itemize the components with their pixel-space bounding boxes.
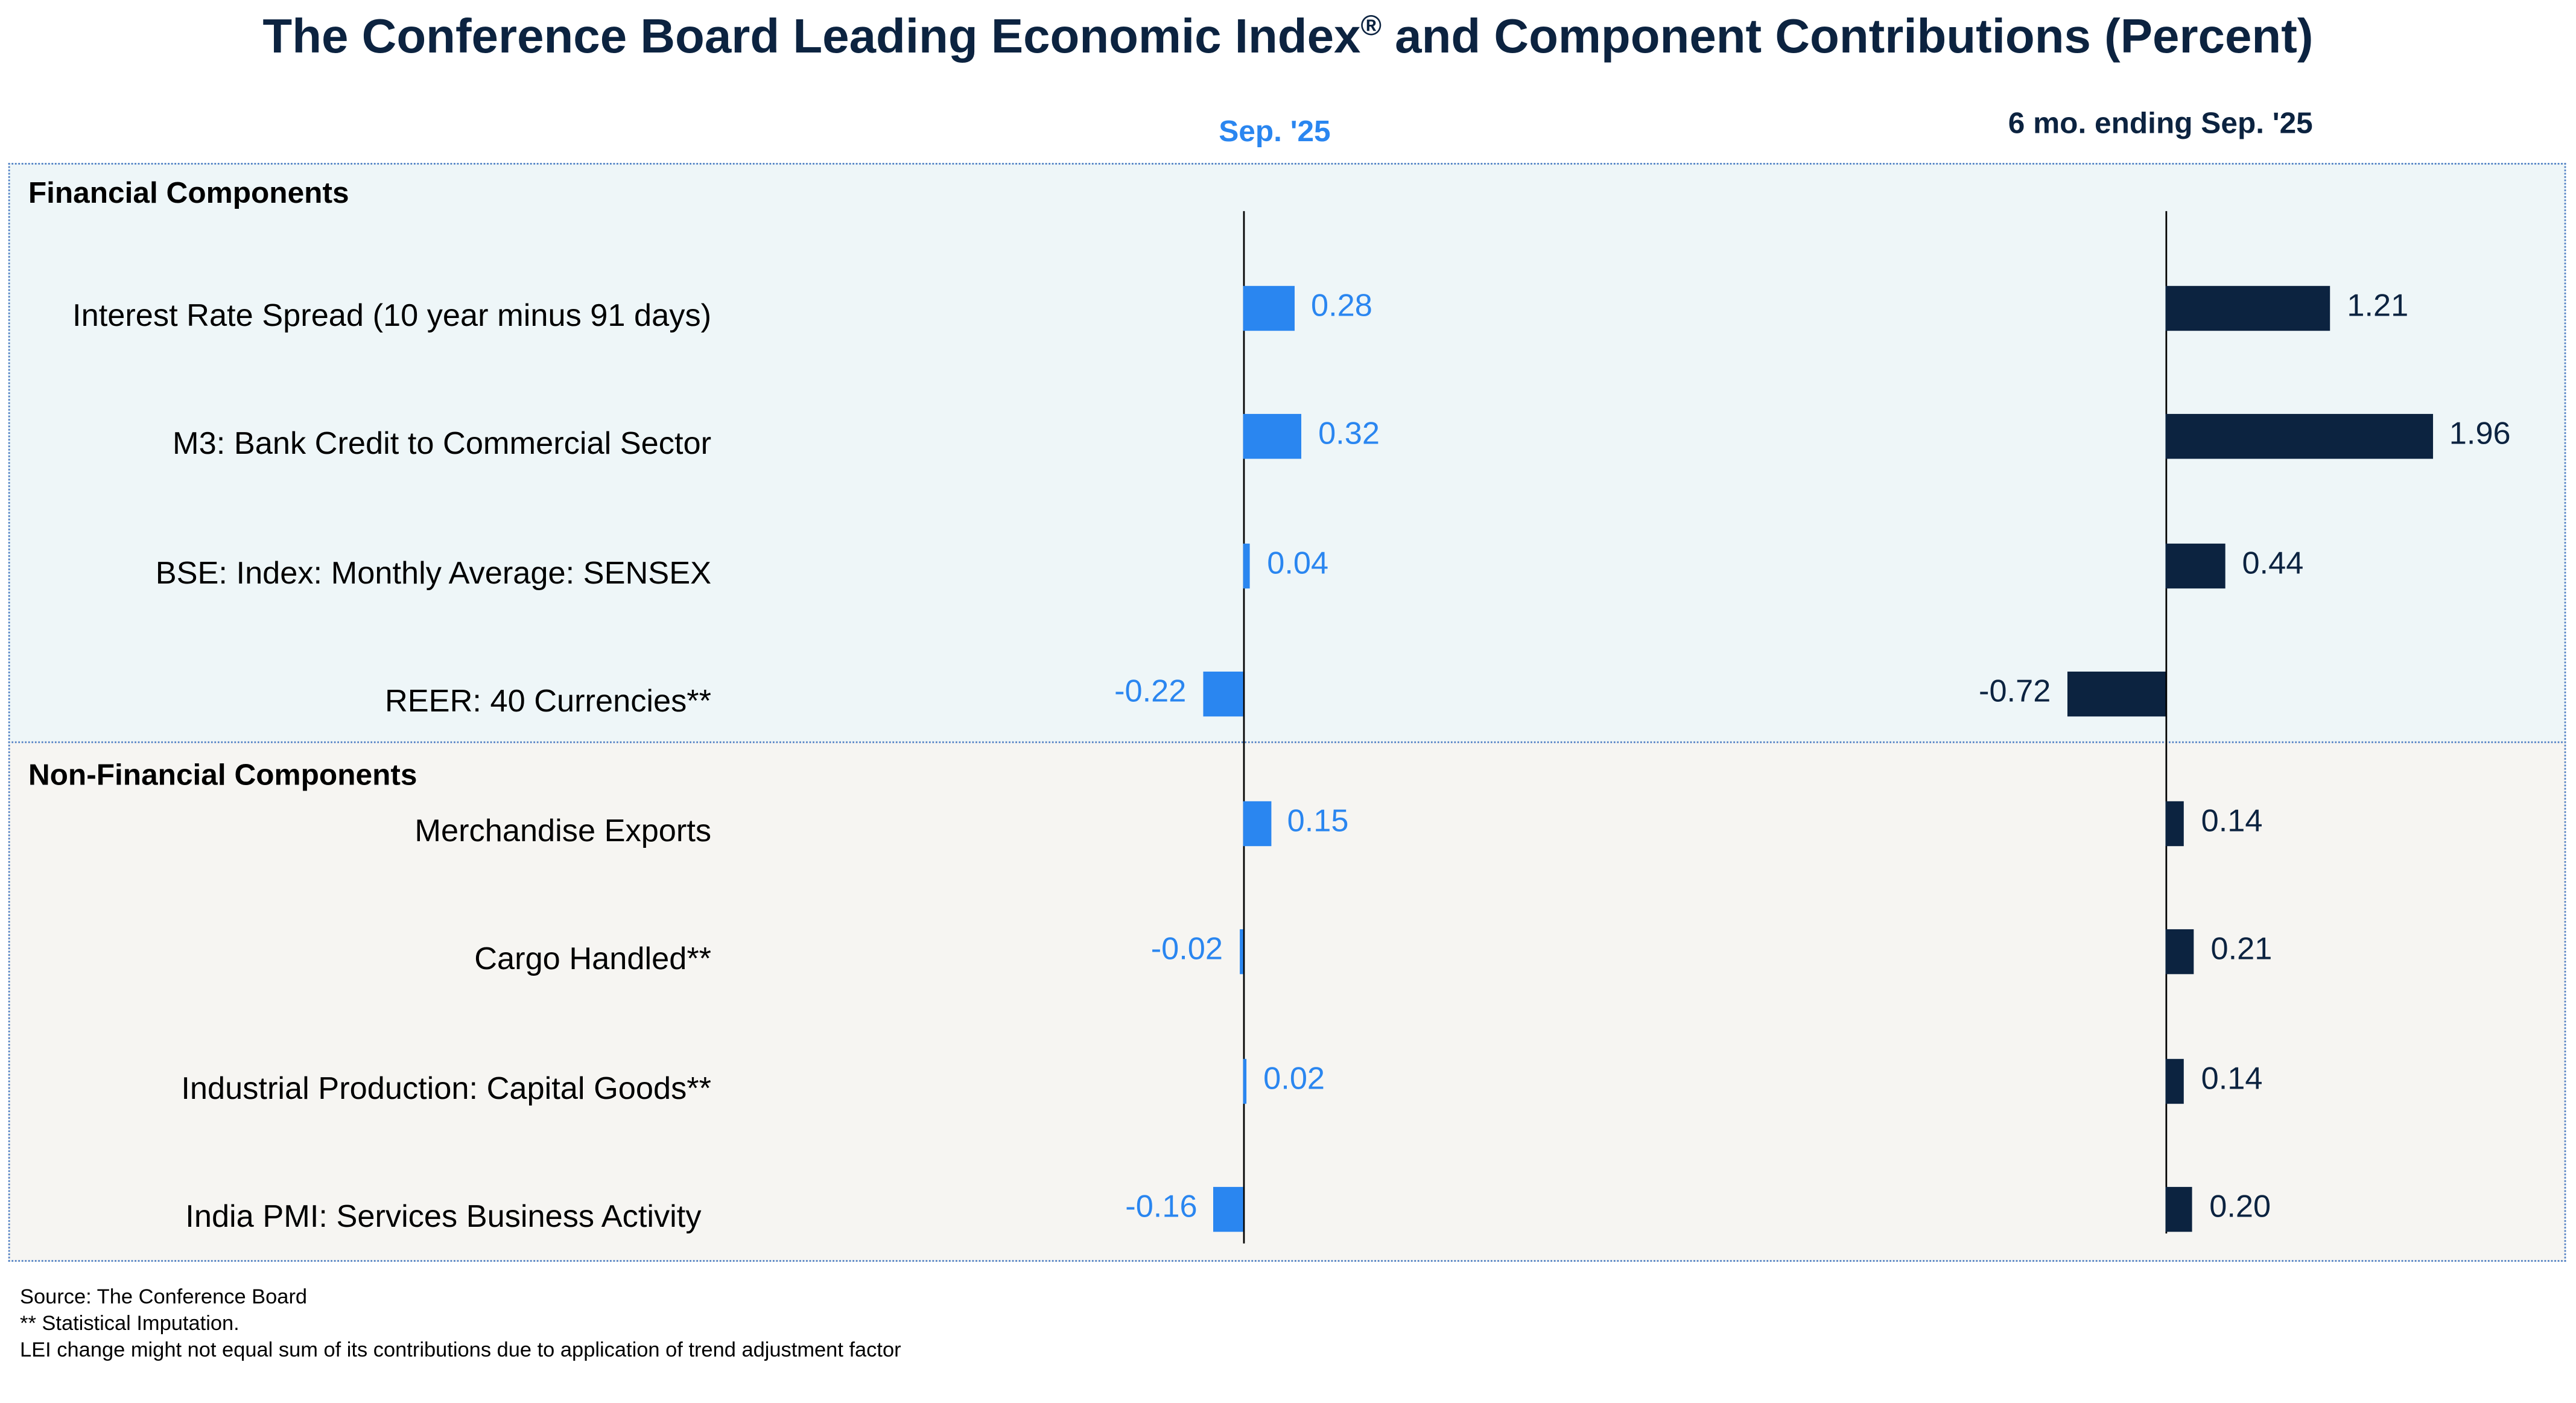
bar <box>2165 1058 2185 1104</box>
title-suffix: and Component Contributions (Percent) <box>1381 11 2314 65</box>
series-header-monthly: Sep. '25 <box>1219 115 1331 148</box>
bar <box>1243 413 1302 459</box>
bar <box>1243 1058 1247 1104</box>
data-label: 0.32 <box>1318 417 1380 453</box>
data-label: 0.20 <box>2209 1190 2271 1226</box>
data-label: -0.22 <box>1114 675 1187 710</box>
category-label: BSE: Index: Monthly Average: SENSEX <box>155 556 712 592</box>
bar <box>2067 671 2166 717</box>
bar <box>1243 543 1251 589</box>
bar <box>2165 413 2433 459</box>
financial-section-title: Financial Components <box>28 176 349 210</box>
data-label: 0.14 <box>2201 1062 2263 1098</box>
data-label: -0.16 <box>1125 1190 1198 1226</box>
category-label: Interest Rate Spread (10 year minus 91 d… <box>72 299 712 334</box>
category-label: Cargo Handled** <box>474 942 712 978</box>
data-label: 0.15 <box>1287 804 1349 840</box>
axis-zero-six-month <box>2165 211 2168 1234</box>
category-label: REER: 40 Currencies** <box>384 684 712 720</box>
data-label: 0.21 <box>2210 932 2273 968</box>
category-label: M3: Bank Credit to Commercial Sector <box>173 427 712 462</box>
data-label: -0.72 <box>1979 675 2051 710</box>
series-header-six-month: 6 mo. ending Sep. '25 <box>2008 106 2313 140</box>
footnote-source: Source: The Conference Board <box>20 1285 308 1309</box>
axis-zero-monthly <box>1243 211 1245 1244</box>
data-label: 0.14 <box>2201 804 2263 840</box>
data-label: 1.21 <box>2347 289 2409 325</box>
non-financial-section-title: Non-Financial Components <box>28 758 417 792</box>
bar <box>2165 285 2330 331</box>
bar <box>2165 801 2185 847</box>
registered-mark: ® <box>1360 10 1382 42</box>
bar <box>1214 1186 1243 1232</box>
category-label: Industrial Production: Capital Goods** <box>181 1072 712 1107</box>
title-text: The Conference Board Leading Economic In… <box>262 11 1361 65</box>
data-label: 1.96 <box>2449 417 2511 453</box>
data-label: 0.02 <box>1263 1062 1325 1098</box>
data-label: 0.44 <box>2242 547 2304 582</box>
category-label: India PMI: Services Business Activity <box>185 1200 702 1235</box>
bar <box>2165 1186 2193 1232</box>
footnote-imputation: ** Statistical Imputation. <box>20 1311 240 1335</box>
data-label: -0.02 <box>1150 932 1223 968</box>
category-label: Merchandise Exports <box>414 814 712 850</box>
bar <box>2165 929 2194 975</box>
data-label: 0.28 <box>1310 289 1372 325</box>
chart-title: The Conference Board Leading Economic In… <box>0 10 2576 66</box>
bar <box>1239 929 1243 975</box>
bar <box>1243 285 1295 331</box>
footnote-trend: LEI change might not equal sum of its co… <box>20 1338 901 1362</box>
bar <box>1202 671 1243 717</box>
bar <box>1243 801 1271 847</box>
data-label: 0.04 <box>1267 547 1329 582</box>
non-financial-panel <box>8 741 2566 1262</box>
bar <box>2165 543 2225 589</box>
